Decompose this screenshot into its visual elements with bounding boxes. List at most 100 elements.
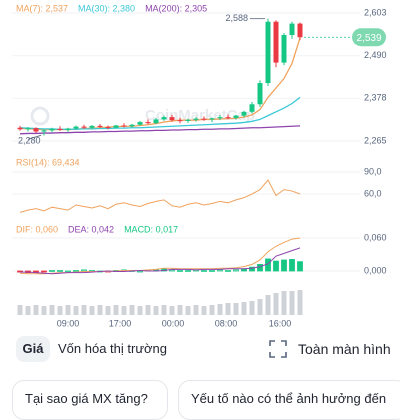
macd-bar	[225, 270, 231, 272]
candle-body	[273, 21, 279, 63]
low-pointer	[27, 134, 42, 140]
last-price-label: 2,539	[356, 33, 381, 44]
volume-bar	[193, 305, 199, 315]
candle-body	[217, 117, 223, 119]
candle-body	[289, 23, 295, 35]
volume-bar	[297, 290, 303, 315]
volume-bar	[73, 306, 79, 315]
legend-entry: MA(7): 2,537	[16, 3, 68, 13]
volume-bar	[265, 295, 271, 315]
macd-bar	[281, 259, 287, 272]
volume-bar	[33, 305, 39, 315]
volume-bar	[273, 293, 279, 315]
y-tick-label: 90,0	[364, 166, 382, 176]
macd-bar	[289, 259, 295, 272]
volume-bar	[169, 306, 175, 315]
line	[19, 179, 301, 213]
volume-bar	[177, 305, 183, 315]
candle-body	[33, 128, 39, 132]
candle-body	[121, 125, 127, 127]
candle-body	[193, 118, 199, 120]
volume-bar	[49, 305, 55, 315]
candle-body	[57, 128, 63, 131]
volume-bar	[129, 305, 135, 315]
volume-bar	[41, 306, 47, 315]
fullscreen-button[interactable]: Toàn màn hình	[298, 341, 391, 357]
volume-bar	[25, 306, 31, 315]
volume-bar	[105, 306, 111, 315]
candle-body	[97, 125, 103, 127]
candle-body	[241, 111, 247, 116]
volume-bar	[161, 305, 167, 315]
volume-bar	[257, 299, 263, 315]
candle-body	[73, 126, 79, 129]
candle-body	[81, 126, 87, 128]
candle-body	[41, 130, 47, 132]
candle-body	[137, 122, 143, 125]
volume-bar	[97, 305, 103, 315]
macd-bar	[65, 270, 71, 273]
y-tick-label: 2,265	[364, 135, 387, 145]
line	[19, 125, 301, 135]
tab-market-cap[interactable]: Vốn hóa thị trường	[58, 341, 168, 356]
candle-body	[257, 83, 263, 105]
legend-entry: MA(30): 2,380	[78, 3, 135, 13]
macd-bar	[297, 261, 303, 272]
candle-body	[209, 118, 215, 120]
watermark: CoinMarketCap	[145, 107, 255, 124]
y-tick-label: 60,0	[364, 188, 382, 198]
chart: CoinMarketCap 2,603 2,490 2,378 2,265 90,0 60…	[12, 3, 387, 328]
page: CoinMarketCap 2,603 2,490 2,378 2,265 90,0 60…	[12, 3, 400, 420]
candle-body	[153, 119, 159, 124]
volume-bar	[153, 306, 159, 315]
macd-bar	[249, 266, 255, 272]
candle-body	[297, 23, 303, 38]
macd-bar	[41, 270, 47, 273]
volume-bar	[233, 303, 239, 315]
macd-bar	[169, 269, 175, 272]
macd-bar	[177, 270, 183, 272]
macd-bar	[33, 270, 39, 273]
y-tick-label: 0,000	[364, 265, 387, 275]
candle-body	[105, 126, 111, 128]
volume-bar	[137, 306, 143, 315]
volume-bar	[209, 305, 215, 315]
candle-body	[233, 115, 239, 118]
candle-body	[129, 124, 135, 127]
candle-body	[89, 125, 95, 128]
volume-bar	[121, 306, 127, 315]
volume-bar	[225, 303, 231, 315]
macd-bar	[137, 270, 143, 273]
candle-body	[249, 104, 255, 112]
macd-bar	[257, 263, 263, 272]
legend-entry: MA(200): 2,305	[145, 3, 207, 13]
candle-body	[169, 117, 175, 121]
candle-body	[225, 117, 231, 119]
y-tick-label: 0,060	[364, 232, 387, 242]
tab-price[interactable]: Giá	[16, 336, 50, 362]
question-card[interactable]: Tại sao giá MX tăng?	[12, 380, 168, 420]
volume-bar	[17, 305, 23, 315]
last-price-badge	[352, 28, 386, 47]
candle-body	[145, 122, 151, 124]
high-label: 2,588	[225, 13, 248, 23]
question-card[interactable]: Yếu tố nào có thể ảnh hưởng đến	[178, 380, 400, 420]
macd-bar	[49, 270, 55, 272]
candle-body	[265, 21, 271, 84]
y-tick-label: 2,378	[364, 93, 387, 103]
candle-body	[113, 125, 119, 128]
macd-bar	[273, 260, 279, 272]
watermark-logo	[30, 106, 50, 126]
y-tick-label: 2,603	[364, 7, 387, 17]
candle-body	[161, 117, 167, 120]
volume-bar	[65, 305, 71, 315]
macd-bar	[81, 269, 87, 272]
legend-entry: MACD: 0,017	[124, 224, 178, 234]
x-tick-label: 08:00	[215, 318, 238, 328]
volume-bar	[289, 291, 295, 315]
fullscreen-icon[interactable]	[268, 339, 288, 359]
macd-bar	[217, 269, 223, 272]
volume-bar	[185, 306, 191, 315]
volume-bar	[81, 305, 87, 315]
candle-body	[65, 128, 71, 131]
